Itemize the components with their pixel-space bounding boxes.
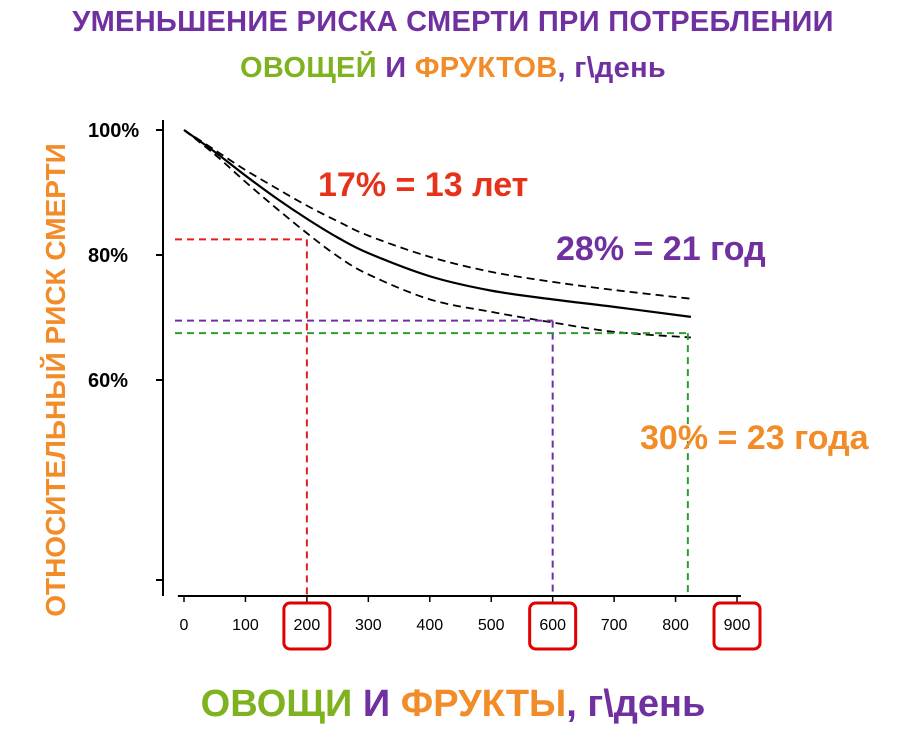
risk-curve-confidence-bound	[183, 129, 691, 339]
risk-reduction-annotation: 30% = 23 года	[640, 419, 870, 457]
y-tick-label: 100%	[88, 120, 139, 142]
xlabel-segment: И	[352, 683, 401, 725]
chart-title-line-1: УМЕНЬШЕНИЕ РИСКА СМЕРТИ ПРИ ПОТРЕБЛЕНИИ	[72, 6, 834, 38]
x-tick-label: 300	[355, 617, 382, 634]
x-tick-label: 0	[180, 617, 189, 634]
risk-curve-confidence-bound	[183, 129, 692, 300]
x-tick-highlight-box	[712, 601, 762, 651]
risk-curve-mean	[183, 129, 692, 318]
risk-reduction-annotation: 28% = 21 год	[556, 230, 766, 268]
y-tick-label: 80%	[88, 245, 128, 267]
title-segment: , г\день	[557, 52, 667, 84]
title-segment: ФРУКТОВ	[414, 52, 558, 84]
x-axis-label: ОВОЩИ И ФРУКТЫ, г\день	[0, 683, 906, 726]
x-tick-label: 900	[724, 617, 751, 634]
chart-title-line-2: ОВОЩЕЙ И ФРУКТОВ, г\день	[0, 52, 906, 85]
xlabel-segment: ОВОЩИ	[200, 683, 353, 725]
title-segment: И	[376, 52, 415, 84]
title-segment: ОВОЩЕЙ	[239, 52, 377, 84]
x-tick-label: 200	[294, 617, 321, 634]
x-tick-label: 700	[601, 617, 628, 634]
risk-reduction-annotation: 17% = 13 лет	[318, 166, 528, 204]
x-tick-highlight-box	[528, 601, 578, 651]
x-tick-label: 400	[416, 617, 443, 634]
x-tick-label: 100	[232, 617, 259, 634]
xlabel-segment: ФРУКТЫ	[400, 683, 567, 725]
x-tick-label: 600	[539, 617, 566, 634]
xlabel-segment: , г\день	[566, 683, 706, 725]
y-tick-label: 60%	[88, 370, 128, 392]
x-tick-label: 800	[662, 617, 689, 634]
x-tick-highlight-box	[282, 601, 332, 651]
x-tick-label: 500	[478, 617, 505, 634]
